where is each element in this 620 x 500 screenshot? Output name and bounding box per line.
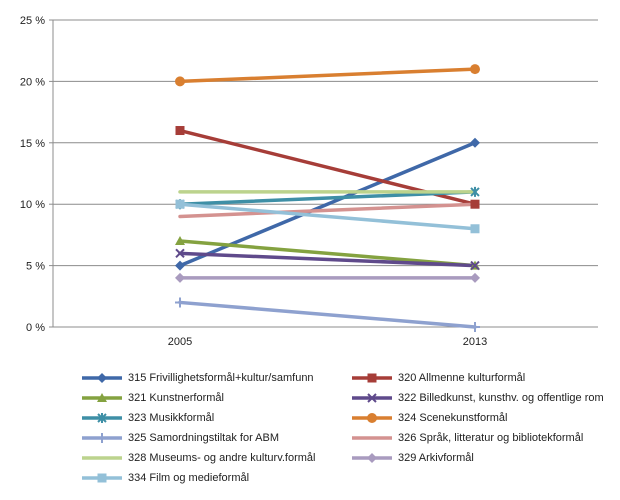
legend-label: 322 Billedkunst, kunsthv. og offentlige … (398, 392, 604, 404)
legend-item: 334 Film og medieformål (80, 468, 350, 488)
legend-marker (367, 413, 377, 423)
data-point (175, 297, 185, 308)
legend-marker (367, 393, 377, 403)
legend-item: 320 Allmenne kulturformål (350, 368, 620, 388)
legend-label: 334 Film og medieformål (128, 472, 250, 484)
legend-marker (367, 373, 377, 383)
legend-item: 322 Billedkunst, kunsthv. og offentlige … (350, 388, 620, 408)
series-line (178, 300, 477, 329)
legend-swatch (82, 393, 122, 402)
legend-marker (367, 453, 377, 463)
data-point (175, 126, 185, 136)
y-tick-label: 15 % (20, 138, 45, 150)
y-tick-label: 20 % (20, 76, 45, 88)
legend-swatch (82, 473, 122, 483)
y-tick-label: 0 % (26, 322, 45, 334)
series-line (178, 239, 477, 268)
series-lines (178, 67, 477, 329)
legend-item: 315 Frivillighetsformål+kultur/samfunn (80, 368, 350, 388)
legend-marker (97, 373, 107, 383)
y-tick-label: 10 % (20, 199, 45, 211)
x-tick-label: 2005 (168, 336, 192, 348)
legend-label: 323 Musikkformål (128, 412, 215, 424)
data-point (175, 272, 185, 283)
y-tick-label: 5 % (26, 261, 45, 273)
legend-item: 325 Samordningstiltak for ABM (80, 428, 350, 448)
legend-label: 315 Frivillighetsformål+kultur/samfunn (128, 372, 314, 384)
legend-swatch (82, 413, 122, 423)
legend-item: 321 Kunstnerformål (80, 388, 350, 408)
legend-marker (97, 393, 107, 402)
x-tick-label: 2013 (463, 336, 487, 348)
data-point (470, 322, 480, 332)
legend-item: 329 Arkivformål (350, 448, 620, 468)
data-point (175, 260, 185, 271)
legend-label: 320 Allmenne kulturformål (398, 372, 526, 384)
data-point (175, 236, 185, 246)
series-line (178, 251, 477, 268)
series-line (178, 202, 477, 219)
legend-swatch (82, 456, 122, 460)
data-point (470, 64, 480, 75)
legend-label: 321 Kunstnerformål (128, 392, 224, 404)
legend: 315 Frivillighetsformål+kultur/samfunn 32… (80, 368, 620, 488)
y-tick-label: 25 % (20, 15, 45, 27)
legend-marker (97, 413, 107, 423)
series-line (178, 67, 477, 84)
data-point (470, 272, 480, 283)
legend-swatch (352, 373, 392, 383)
legend-item: 328 Museums- og andre kulturv.formål (80, 448, 350, 468)
x-axis-ticks: 2005 2013 (168, 336, 487, 348)
legend-label: 326 Språk, litteratur og bibliotekformål (398, 432, 584, 444)
data-point (470, 137, 480, 148)
data-point (470, 186, 480, 197)
legend-swatch (352, 393, 392, 403)
data-point (175, 248, 185, 259)
data-point (470, 199, 480, 209)
legend-label: 325 Samordningstiltak for ABM (128, 432, 280, 444)
legend-label: 328 Museums- og andre kulturv.formål (128, 452, 316, 464)
data-point (470, 224, 480, 234)
legend-label: 329 Arkivformål (398, 452, 474, 464)
legend-item: 326 Språk, litteratur og bibliotekformål (350, 428, 620, 448)
legend-swatch (82, 433, 122, 443)
legend-marker (97, 473, 107, 483)
series-line (178, 190, 477, 206)
data-point (470, 260, 480, 271)
legend-swatch (352, 453, 392, 463)
legend-marker (97, 433, 107, 443)
legend-item: 324 Scenekunstformål (350, 408, 620, 428)
legend-swatch (82, 373, 122, 383)
legend-label: 324 Scenekunstformål (398, 412, 508, 424)
gridlines (49, 19, 598, 328)
series-line (178, 202, 477, 231)
data-point (175, 199, 185, 209)
data-point (175, 76, 185, 87)
y-axis-ticks: 0 % 5 % 10 % 15 % 20 % 25 % (20, 15, 45, 334)
legend-swatch (352, 413, 392, 423)
legend-item: 323 Musikkformål (80, 408, 350, 428)
legend-swatch (352, 436, 392, 440)
line-chart: 0 % 5 % 10 % 15 % 20 % 25 % 2005 2013 (20, 15, 598, 348)
series-markers (175, 64, 480, 332)
